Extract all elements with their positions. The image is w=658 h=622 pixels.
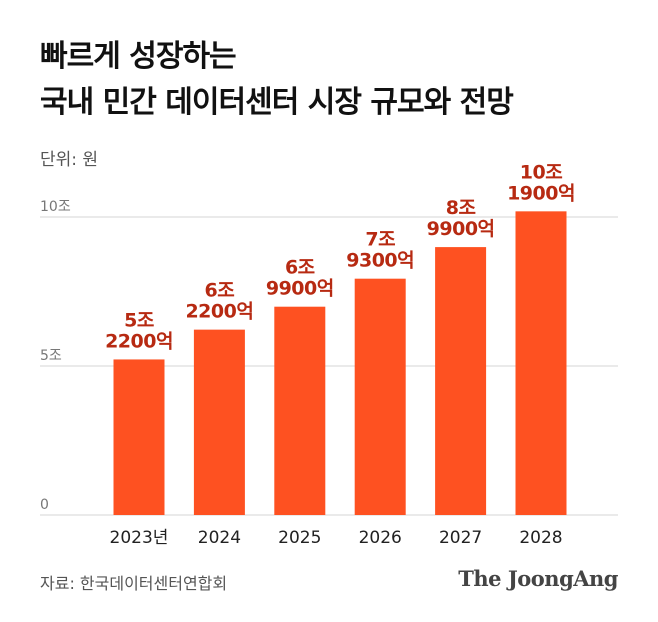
bar-value-label: 6조 xyxy=(205,280,235,302)
x-tick-label: 2024 xyxy=(198,528,241,548)
bar xyxy=(354,278,406,515)
bar-value-label: 5조 xyxy=(124,309,154,331)
bar xyxy=(435,247,487,515)
chart-title: 빠르게 성장하는 국내 민간 데이터센터 시장 규모와 전망 xyxy=(40,34,514,126)
bar-value-label: 9300억 xyxy=(346,250,414,272)
y-tick-label: 5조 xyxy=(40,348,62,364)
bar-value-label: 7조 xyxy=(365,229,395,251)
title-line-2: 국내 민간 데이터센터 시장 규모와 전망 xyxy=(40,85,514,120)
bar xyxy=(274,306,326,515)
title-line-1: 빠르게 성장하는 xyxy=(40,39,237,74)
unit-label: 단위: 원 xyxy=(40,150,99,170)
y-tick-label: 10조 xyxy=(40,199,71,215)
x-tick-label: 2026 xyxy=(359,528,402,548)
bar-value-label: 9900억 xyxy=(266,278,334,300)
bar-value-label: 8조 xyxy=(446,197,476,219)
bar-value-label: 1900억 xyxy=(507,182,575,204)
bar-value-label: 2200억 xyxy=(185,301,253,323)
bar xyxy=(113,359,165,515)
bar-value-label: 9900억 xyxy=(427,218,495,240)
bar-value-label: 6조 xyxy=(285,257,315,279)
brand-logo: The JoongAng xyxy=(458,566,618,591)
x-tick-label: 2028 xyxy=(519,528,562,548)
x-tick-label: 2027 xyxy=(439,528,482,548)
bar xyxy=(515,211,567,515)
bar-value-label: 10조 xyxy=(520,161,562,183)
y-tick-label: 0 xyxy=(40,497,49,513)
x-tick-label: 2023년 xyxy=(110,528,169,548)
source-label: 자료: 한국데이터센터연합회 xyxy=(40,574,228,593)
x-tick-label: 2025 xyxy=(278,528,321,548)
bar-value-label: 2200억 xyxy=(105,330,173,352)
bar-chart: 05조10조5조2200억2023년6조2200억20246조9900억2025… xyxy=(40,161,618,548)
bar xyxy=(193,329,245,515)
